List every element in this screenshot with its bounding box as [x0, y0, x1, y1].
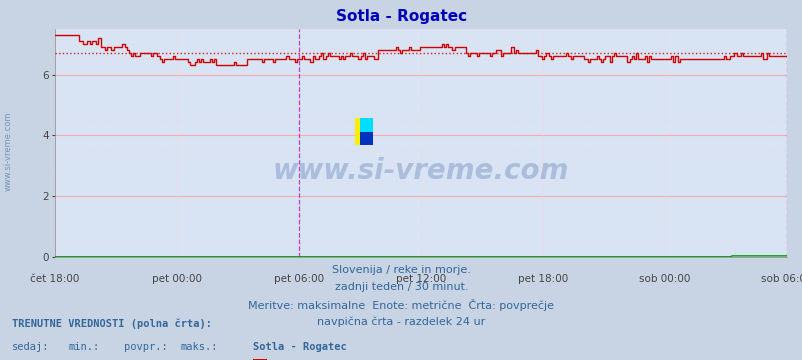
Text: pet 00:00: pet 00:00	[152, 274, 201, 284]
Text: sob 00:00: sob 00:00	[638, 274, 690, 284]
Text: TRENUTNE VREDNOSTI (polna črta):: TRENUTNE VREDNOSTI (polna črta):	[12, 319, 212, 329]
Text: www.si-vreme.com: www.si-vreme.com	[272, 157, 569, 185]
Text: sob 06:00: sob 06:00	[760, 274, 802, 284]
Text: maks.:: maks.:	[180, 342, 218, 352]
Text: www.si-vreme.com: www.si-vreme.com	[3, 112, 13, 191]
Text: pet 18:00: pet 18:00	[517, 274, 567, 284]
Text: pet 12:00: pet 12:00	[395, 274, 445, 284]
Text: Sotla - Rogatec: Sotla - Rogatec	[335, 9, 467, 24]
Text: min.:: min.:	[68, 342, 99, 352]
Text: pet 06:00: pet 06:00	[273, 274, 323, 284]
Text: povpr.:: povpr.:	[124, 342, 168, 352]
Text: Meritve: maksimalne  Enote: metrične  Črta: povprečje: Meritve: maksimalne Enote: metrične Črta…	[248, 299, 554, 311]
Bar	[360, 132, 373, 145]
Text: sedaj:: sedaj:	[12, 342, 50, 352]
Text: zadnji teden / 30 minut.: zadnji teden / 30 minut.	[334, 282, 468, 292]
Text: čet 18:00: čet 18:00	[30, 274, 79, 284]
Text: Slovenija / reke in morje.: Slovenija / reke in morje.	[332, 265, 470, 275]
Text: navpična črta - razdelek 24 ur: navpična črta - razdelek 24 ur	[317, 316, 485, 327]
Bar	[354, 118, 373, 145]
Text: Sotla - Rogatec: Sotla - Rogatec	[253, 342, 346, 352]
Bar	[360, 118, 373, 132]
